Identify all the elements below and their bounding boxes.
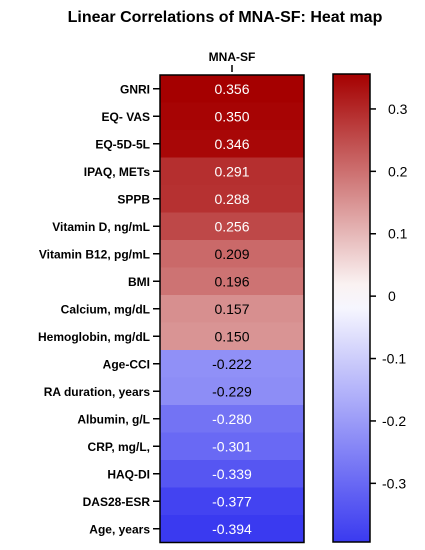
cell-value-label: 0.291 bbox=[214, 163, 249, 179]
cell-value-label: -0.377 bbox=[212, 493, 252, 509]
colorbar-tick-label: 0.2 bbox=[388, 163, 408, 179]
colorbar-tick-label: -0.1 bbox=[382, 351, 406, 367]
colorbar-tick-label: 0.1 bbox=[388, 226, 408, 242]
row-label: DAS28-ESR bbox=[83, 495, 151, 509]
cell-value-label: 0.350 bbox=[214, 108, 249, 124]
cell-value-label: -0.394 bbox=[212, 521, 252, 537]
colorbar bbox=[332, 73, 371, 543]
heatmap-cell bbox=[160, 240, 304, 268]
chart-title: Linear Correlations of MNA-SF: Heat map bbox=[68, 9, 383, 26]
colorbar-tick-label: -0.3 bbox=[382, 475, 406, 491]
heatmap-cell bbox=[160, 322, 304, 351]
heatmap-cell bbox=[160, 515, 304, 543]
row-label: Vitamin B12, pg/mL bbox=[39, 247, 150, 261]
row-label: Calcium, mg/dL bbox=[61, 302, 150, 316]
heatmap-cell bbox=[160, 157, 304, 186]
heatmap-cell bbox=[160, 295, 304, 323]
heatmap-cell bbox=[160, 487, 304, 516]
row-label: IPAQ, METs bbox=[84, 165, 151, 179]
row-label: EQ- VAS bbox=[102, 110, 150, 124]
heatmap-cell bbox=[160, 405, 304, 433]
cell-value-label: 0.288 bbox=[214, 191, 249, 207]
row-label: HAQ-DI bbox=[107, 467, 150, 481]
cell-value-label: 0.356 bbox=[214, 81, 249, 97]
row-label: RA duration, years bbox=[44, 385, 151, 399]
row-label: EQ-5D-5L bbox=[95, 137, 150, 151]
heatmap-cell bbox=[160, 377, 304, 406]
row-label: Age-CCI bbox=[103, 357, 150, 371]
cell-value-label: -0.280 bbox=[212, 411, 252, 427]
row-label: Age, years bbox=[89, 522, 150, 536]
row-label: SPPB bbox=[117, 192, 150, 206]
row-label: Vitamin D, ng/mL bbox=[52, 220, 150, 234]
heatmap-cell bbox=[160, 130, 304, 158]
heatmap-cell bbox=[160, 432, 304, 461]
heatmap-cell bbox=[160, 350, 304, 378]
heatmap-cell bbox=[160, 212, 304, 241]
cell-value-label: 0.196 bbox=[214, 273, 249, 289]
colorbar-tick-label: -0.2 bbox=[382, 413, 406, 429]
row-label: Hemoglobin, mg/dL bbox=[38, 330, 150, 344]
row-label: GNRI bbox=[120, 82, 150, 96]
row-label: BMI bbox=[128, 275, 150, 289]
cell-value-label: 0.157 bbox=[214, 301, 249, 317]
cell-value-label: 0.256 bbox=[214, 218, 249, 234]
row-label: Albumin, g/L bbox=[77, 412, 150, 426]
cell-value-label: -0.339 bbox=[212, 466, 252, 482]
heatmap-cell bbox=[160, 102, 304, 131]
cell-value-label: 0.150 bbox=[214, 328, 249, 344]
heatmap-cell bbox=[160, 460, 304, 488]
heatmap-cell bbox=[160, 267, 304, 296]
row-label: CRP, mg/L, bbox=[88, 440, 150, 454]
column-label: MNA-SF bbox=[209, 50, 256, 64]
heatmap-cell bbox=[160, 75, 304, 103]
cell-value-label: -0.229 bbox=[212, 383, 252, 399]
cell-value-label: 0.209 bbox=[214, 246, 249, 262]
cell-value-label: -0.301 bbox=[212, 438, 252, 454]
cell-value-label: -0.222 bbox=[212, 356, 252, 372]
colorbar-tick-label: 0.3 bbox=[388, 101, 408, 117]
cell-value-label: 0.346 bbox=[214, 136, 249, 152]
heatmap-border bbox=[159, 74, 305, 544]
heatmap-cell bbox=[160, 185, 304, 213]
colorbar-tick-label: 0 bbox=[388, 288, 396, 304]
